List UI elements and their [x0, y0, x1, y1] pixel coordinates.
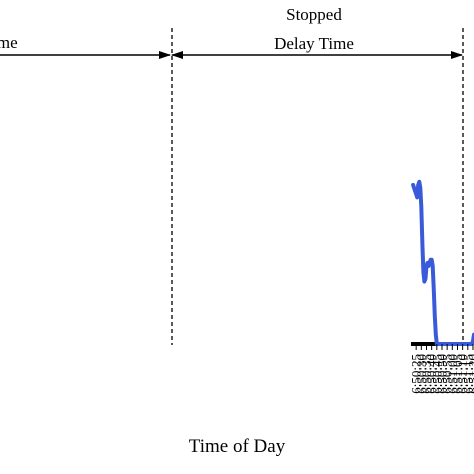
x-tick-label: 6:51:05: [450, 354, 465, 394]
x-axis-title: Time of Day: [189, 436, 286, 457]
x-tick-label: 6:51:00: [445, 354, 460, 394]
x-tick-label: 6:50:45: [429, 354, 444, 394]
x-tick-label: 6:50:35: [419, 354, 434, 394]
x-tick-label: 6:50:30: [414, 354, 429, 394]
left-interval-label: Time: [0, 33, 18, 52]
x-tick-label: 6:51:10: [455, 354, 470, 394]
x-tick-label: 6:50:25: [409, 354, 424, 394]
x-tick-label: 6:50:55: [440, 354, 455, 394]
right-interval-label-line2: Delay Time: [274, 34, 354, 53]
x-tick-label: 6:50:50: [435, 354, 450, 394]
x-tick-labels: 6:50:256:50:306:50:356:50:406:50:456:50:…: [409, 344, 474, 394]
x-tick-label: 6:51:20: [466, 354, 474, 394]
speed-series-line: [411, 179, 474, 346]
x-tick-label: 6:50:40: [424, 354, 439, 394]
x-tick-label: 6:51:15: [460, 354, 474, 394]
right-interval-label-line1: Stopped: [286, 5, 342, 24]
